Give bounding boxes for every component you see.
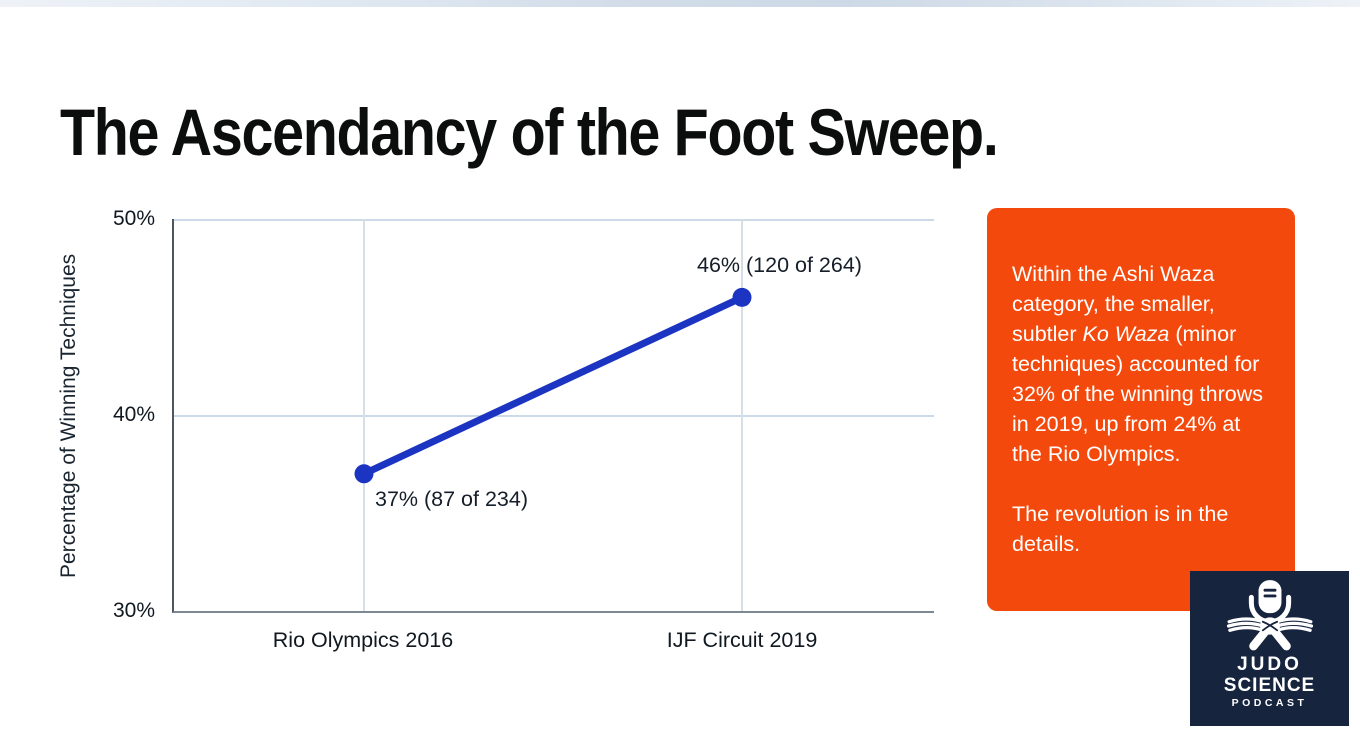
- callout-text: Within the Ashi Waza category, the small…: [1012, 262, 1215, 346]
- callout-paragraph-1: Within the Ashi Waza category, the small…: [1012, 259, 1271, 469]
- callout-text: (minor techniques) accounted for 32% of …: [1012, 322, 1263, 466]
- x-tick-rio: Rio Olympics 2016: [272, 628, 454, 652]
- logo-word-judo: JUDO: [1237, 654, 1302, 675]
- callout-italic-term: Ko Waza: [1082, 322, 1170, 346]
- x-tick-ijf: IJF Circuit 2019: [666, 628, 818, 652]
- microphone-judo-belt-icon: [1226, 580, 1313, 651]
- trend-line: [360, 293, 746, 478]
- gridline-ijf: [741, 219, 743, 611]
- video-edge-strip: [0, 0, 1360, 7]
- trend-line-series: [354, 287, 752, 484]
- y-tick-40: 40%: [112, 403, 155, 426]
- logo-word-science: SCIENCE: [1223, 675, 1316, 696]
- plot-area: [172, 219, 934, 613]
- y-tick-30: 30%: [112, 599, 155, 622]
- y-axis-title: Percentage of Winning Techniques: [57, 253, 80, 579]
- logo-word-podcast: PODCAST: [1231, 697, 1308, 709]
- podcast-logo: JUDO SCIENCE PODCAST: [1190, 571, 1349, 726]
- callout-paragraph-2: The revolution is in the details.: [1012, 502, 1229, 556]
- data-point-label-ijf: 46% (120 of 264): [697, 253, 862, 277]
- data-point-ijf: [732, 287, 752, 307]
- data-point-rio: [354, 464, 374, 484]
- page-title: The Ascendancy of the Foot Sweep.: [60, 95, 999, 170]
- callout-card: Within the Ashi Waza category, the small…: [987, 208, 1295, 611]
- gridline-50pct: [174, 219, 934, 221]
- data-point-label-rio: 37% (87 of 234): [375, 487, 528, 511]
- gridline-40pct: [174, 415, 934, 417]
- gridline-rio: [363, 219, 365, 611]
- y-tick-50: 50%: [112, 207, 155, 230]
